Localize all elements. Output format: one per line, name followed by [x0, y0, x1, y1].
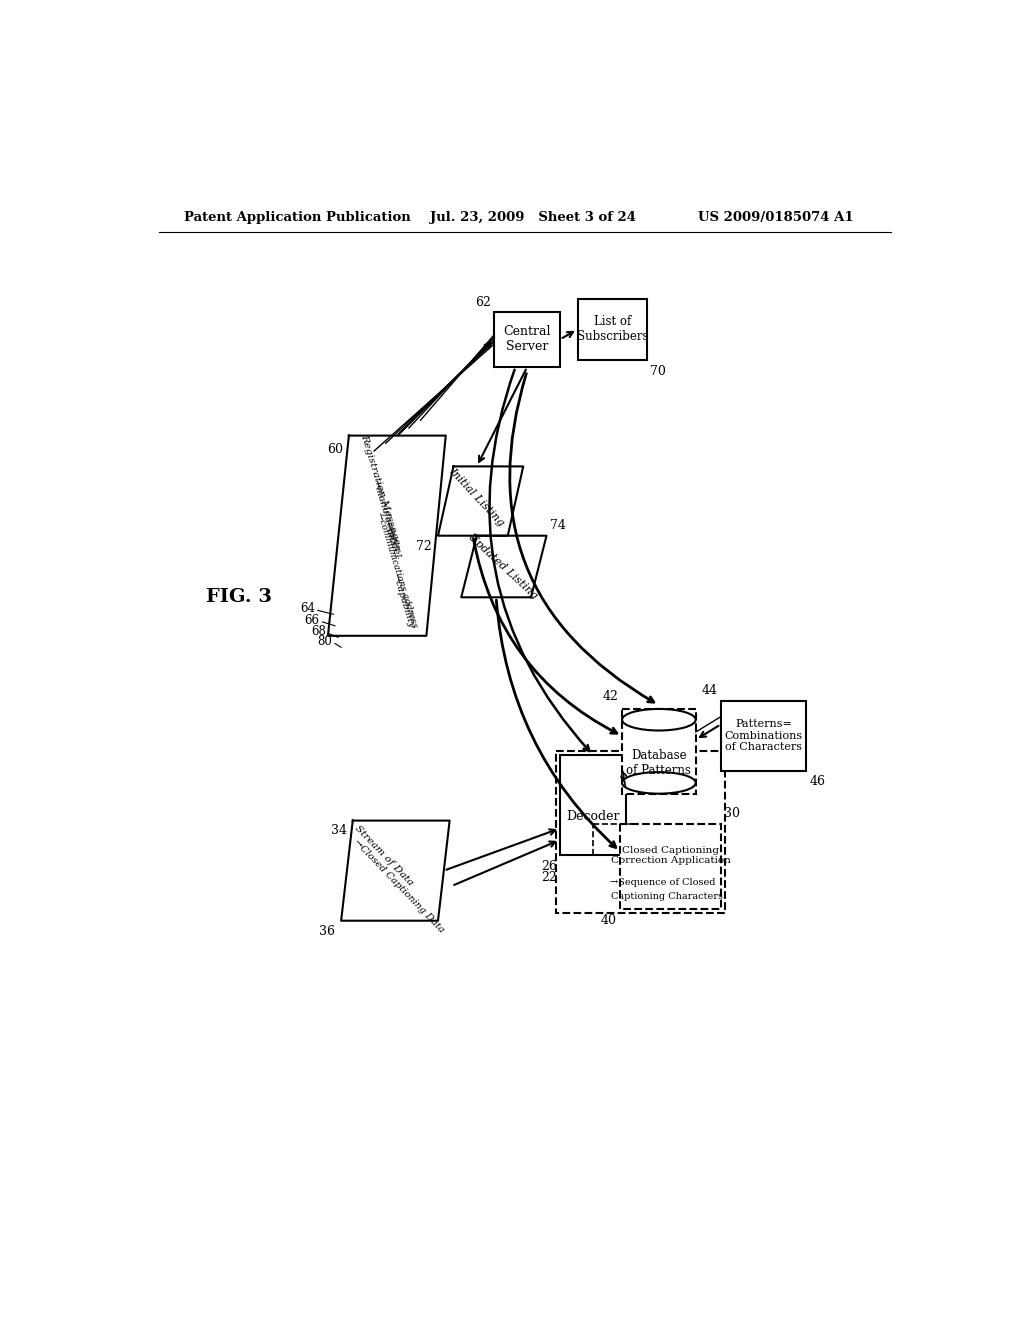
Bar — [621, 825, 721, 909]
Text: 72: 72 — [416, 540, 432, 553]
Text: 22: 22 — [542, 871, 557, 883]
Text: FIG. 3: FIG. 3 — [206, 589, 271, 606]
Text: 70: 70 — [650, 364, 667, 378]
Text: 44: 44 — [701, 684, 718, 697]
Text: →capability: →capability — [390, 573, 416, 630]
Text: →Sequence of Closed: →Sequence of Closed — [610, 878, 716, 887]
Text: Registration Message: Registration Message — [358, 433, 401, 545]
Text: 64: 64 — [300, 602, 314, 615]
Text: 34: 34 — [331, 825, 346, 837]
Text: Patent Application Publication: Patent Application Publication — [183, 211, 411, 224]
Bar — [721, 701, 806, 771]
Text: →communications address: →communications address — [375, 511, 419, 630]
Text: 36: 36 — [318, 924, 335, 937]
Text: Updated Listing: Updated Listing — [466, 532, 539, 601]
Text: Closed Captioning
Correction Application: Closed Captioning Correction Application — [610, 846, 730, 865]
Text: Initial Listing: Initial Listing — [447, 466, 506, 528]
Text: 74: 74 — [550, 519, 566, 532]
Text: →Closed Captioning Data: →Closed Captioning Data — [352, 838, 446, 935]
Text: Database
of Patterns: Database of Patterns — [627, 748, 691, 777]
Bar — [622, 709, 695, 793]
Bar — [560, 755, 626, 855]
Text: 60: 60 — [327, 444, 343, 457]
Text: →manufacturer: →manufacturer — [371, 479, 401, 554]
Ellipse shape — [622, 772, 695, 793]
Bar — [578, 298, 647, 360]
Text: 68: 68 — [310, 626, 326, 639]
Text: 40: 40 — [601, 913, 617, 927]
Text: 66: 66 — [304, 614, 319, 627]
Text: Central
Server: Central Server — [504, 325, 551, 354]
Text: 30: 30 — [724, 807, 740, 820]
Text: 80: 80 — [317, 635, 332, 648]
Text: US 2009/0185074 A1: US 2009/0185074 A1 — [697, 211, 853, 224]
Text: 46: 46 — [809, 775, 825, 788]
Text: Captioning Characters: Captioning Characters — [610, 891, 723, 900]
Text: Patterns=
Combinations
of Characters: Patterns= Combinations of Characters — [724, 719, 803, 752]
Bar — [495, 312, 560, 367]
Text: →model: →model — [382, 520, 401, 560]
Text: Decoder: Decoder — [566, 810, 620, 824]
Text: Jul. 23, 2009   Sheet 3 of 24: Jul. 23, 2009 Sheet 3 of 24 — [430, 211, 636, 224]
Ellipse shape — [622, 709, 695, 730]
Text: List of
Subscribers: List of Subscribers — [577, 315, 648, 343]
Text: 62: 62 — [475, 296, 492, 309]
Text: 26: 26 — [541, 859, 557, 873]
Bar — [556, 751, 725, 913]
Text: Stream of Data: Stream of Data — [353, 824, 415, 887]
Text: 42: 42 — [603, 690, 618, 702]
